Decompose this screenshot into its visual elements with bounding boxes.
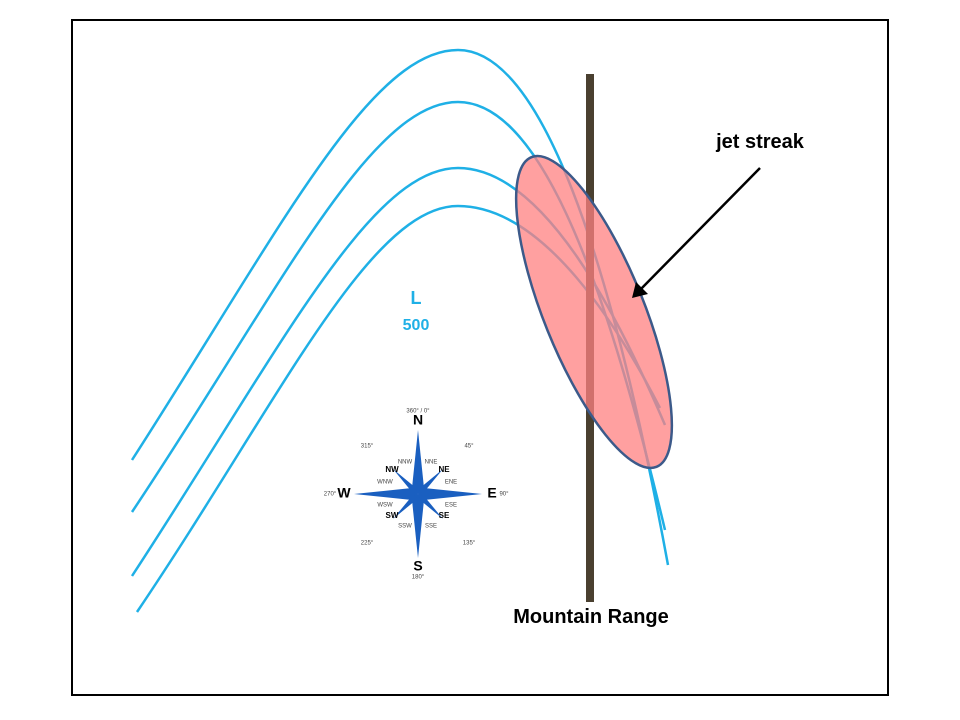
label: jet streak: [715, 131, 805, 153]
compass-label: WNW: [377, 480, 393, 486]
compass-label: 135°: [463, 541, 476, 547]
compass-label: N: [413, 412, 423, 428]
compass-label: SSW: [398, 524, 412, 530]
compass-label: E: [487, 485, 496, 501]
compass-label: SSE: [425, 524, 437, 530]
point: [418, 494, 443, 519]
compass-label: NNE: [425, 460, 438, 466]
compass-label: 180°: [412, 575, 425, 581]
arrow: [637, 167, 761, 293]
point: [354, 488, 418, 500]
compass-label: WSW: [377, 503, 393, 509]
point: [412, 494, 424, 558]
point: [393, 469, 418, 494]
compass-label: W: [337, 485, 351, 501]
compass-rose: N S E W NW NE SW SE NNW NNE ENE ESE SSE …: [324, 409, 509, 581]
compass-label: ENE: [445, 480, 457, 486]
low-label: L: [411, 288, 422, 308]
frame: [71, 19, 889, 696]
compass-label: SW: [386, 511, 399, 520]
point: [393, 494, 418, 519]
point: [412, 430, 424, 494]
compass-label: NE: [438, 465, 450, 474]
compass-label: ESE: [445, 503, 457, 509]
compass-label: 270°: [324, 492, 337, 498]
compass-label: 360° / 0°: [406, 409, 430, 415]
compass-label: NNW: [398, 460, 413, 466]
compass-label: 315°: [361, 444, 374, 450]
arrow-head: [632, 282, 648, 298]
compass-label: 90°: [499, 492, 509, 498]
compass-label: SE: [439, 511, 450, 520]
compass-label: 225°: [361, 541, 374, 547]
label: Mountain Range: [513, 606, 669, 628]
point: [418, 488, 482, 500]
compass-label: NW: [385, 465, 399, 474]
compass-label: S: [413, 558, 422, 574]
point: [418, 469, 443, 494]
compass-label: 45°: [464, 444, 474, 450]
low-value: 500: [403, 317, 430, 334]
